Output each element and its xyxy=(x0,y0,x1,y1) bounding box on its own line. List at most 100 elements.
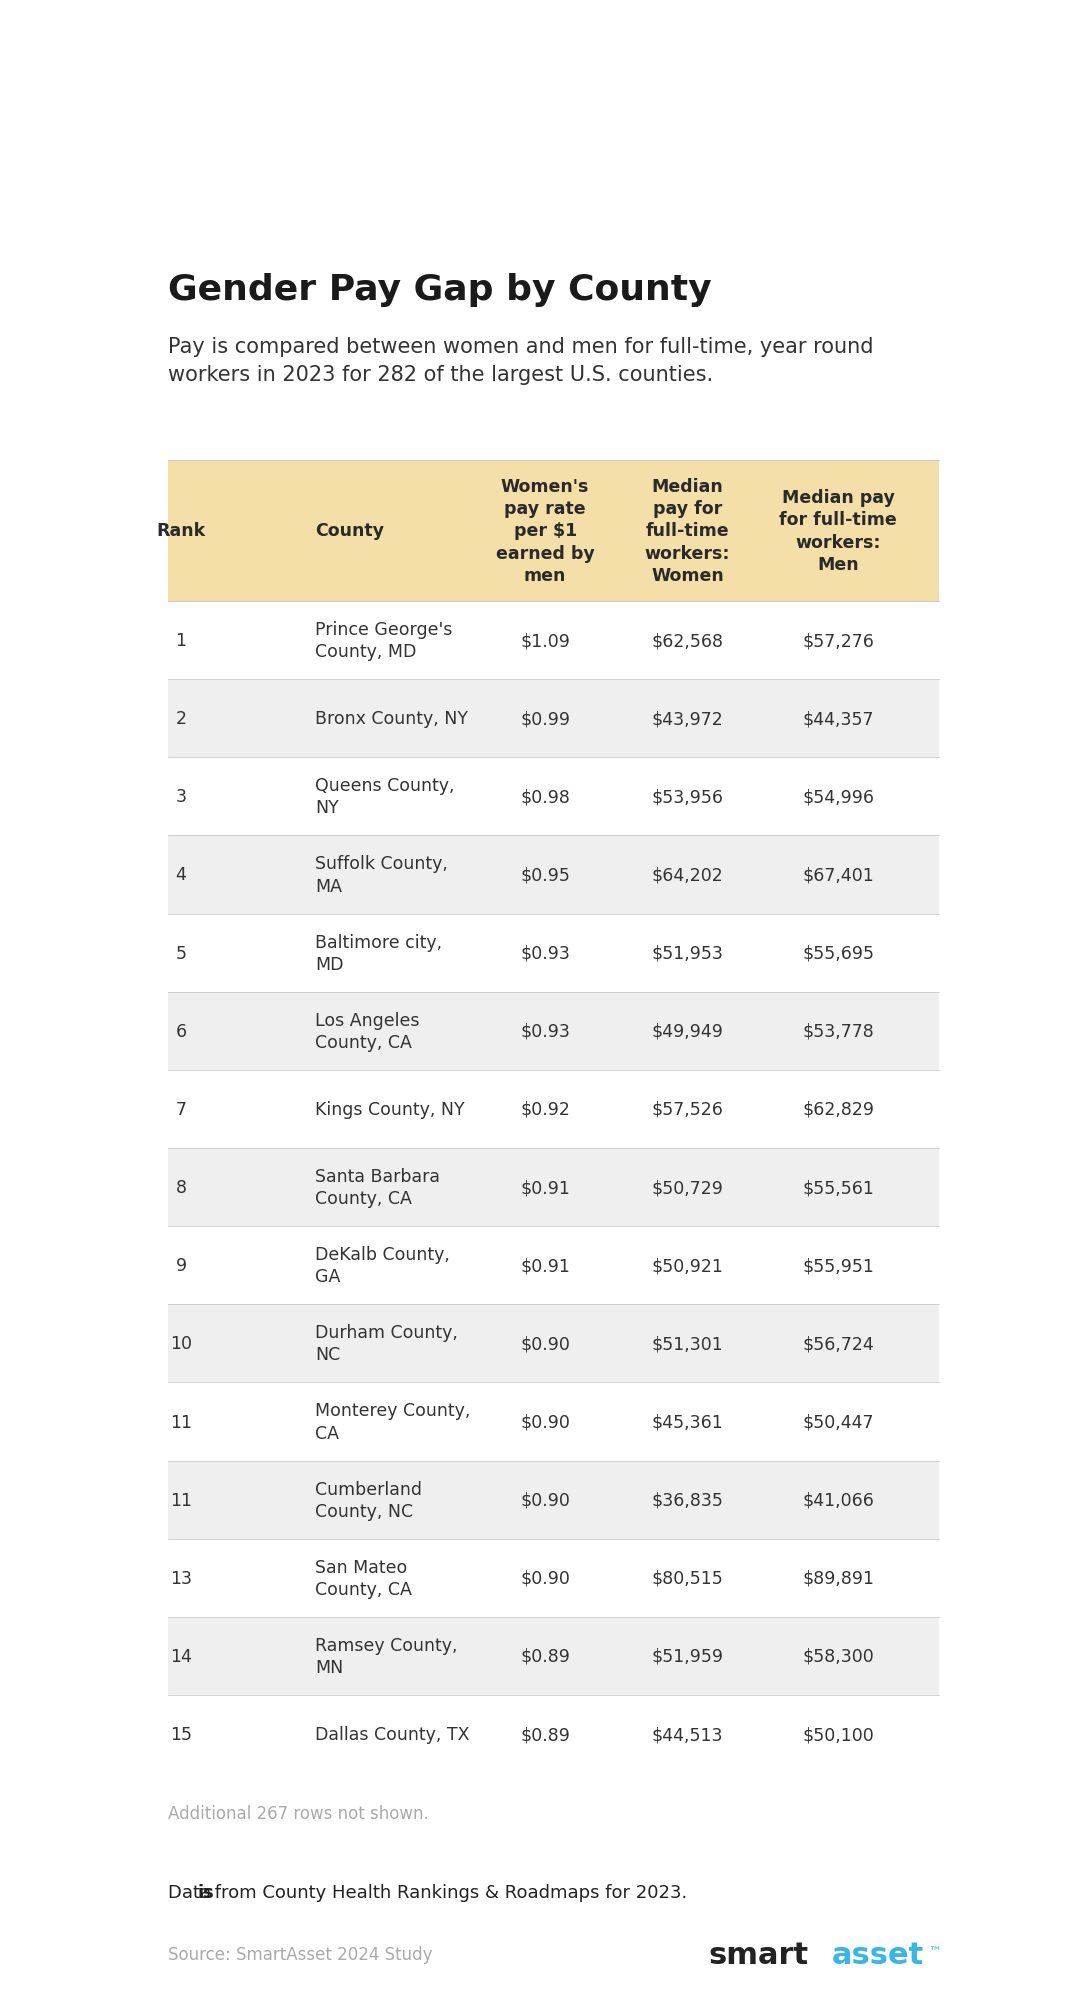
Text: $53,956: $53,956 xyxy=(651,788,724,806)
Text: $49,949: $49,949 xyxy=(651,1022,724,1040)
FancyBboxPatch shape xyxy=(168,1070,939,1148)
Text: $50,447: $50,447 xyxy=(802,1412,874,1430)
Text: Kings County, NY: Kings County, NY xyxy=(315,1100,464,1118)
Text: $41,066: $41,066 xyxy=(802,1492,874,1510)
Text: $53,778: $53,778 xyxy=(802,1022,874,1040)
Text: Median pay
for full-time
workers:
Men: Median pay for full-time workers: Men xyxy=(779,489,897,573)
Text: Durham County,
NC: Durham County, NC xyxy=(315,1323,458,1364)
Text: Santa Barbara
County, CA: Santa Barbara County, CA xyxy=(315,1168,440,1207)
Text: $64,202: $64,202 xyxy=(651,865,724,883)
Text: Ramsey County,
MN: Ramsey County, MN xyxy=(315,1637,458,1677)
FancyBboxPatch shape xyxy=(168,680,939,758)
Text: 11: 11 xyxy=(170,1412,192,1430)
Text: $50,100: $50,100 xyxy=(802,1724,874,1742)
Text: 3: 3 xyxy=(176,788,187,806)
Text: $0.91: $0.91 xyxy=(521,1257,570,1275)
Text: $0.89: $0.89 xyxy=(521,1647,570,1665)
FancyBboxPatch shape xyxy=(168,1305,939,1382)
Text: $0.91: $0.91 xyxy=(521,1177,570,1197)
Text: 2: 2 xyxy=(176,710,187,728)
Text: 8: 8 xyxy=(176,1177,187,1197)
Text: $51,953: $51,953 xyxy=(651,945,724,963)
Text: 15: 15 xyxy=(170,1724,192,1742)
Text: $62,568: $62,568 xyxy=(651,633,724,650)
Text: $0.93: $0.93 xyxy=(521,1022,570,1040)
Text: Pay is compared between women and men for full-time, year round
workers in 2023 : Pay is compared between women and men fo… xyxy=(168,336,874,384)
FancyBboxPatch shape xyxy=(168,993,939,1070)
Text: $51,959: $51,959 xyxy=(651,1647,724,1665)
Text: 7: 7 xyxy=(176,1100,187,1118)
Text: 4: 4 xyxy=(176,865,187,883)
Text: 10: 10 xyxy=(170,1335,192,1353)
Text: $67,401: $67,401 xyxy=(802,865,874,883)
Text: $50,729: $50,729 xyxy=(651,1177,724,1197)
Text: Additional 267 rows not shown.: Additional 267 rows not shown. xyxy=(168,1804,429,1822)
Text: County: County xyxy=(315,523,384,541)
Text: $43,972: $43,972 xyxy=(651,710,724,728)
Text: Dallas County, TX: Dallas County, TX xyxy=(315,1724,470,1742)
Text: $0.90: $0.90 xyxy=(521,1569,570,1587)
Text: $0.93: $0.93 xyxy=(521,945,570,963)
Text: smart: smart xyxy=(708,1939,809,1969)
Text: $80,515: $80,515 xyxy=(651,1569,724,1587)
Text: $55,951: $55,951 xyxy=(802,1257,874,1275)
Text: $89,891: $89,891 xyxy=(802,1569,874,1587)
Text: $44,357: $44,357 xyxy=(802,710,874,728)
Text: Suffolk County,
MA: Suffolk County, MA xyxy=(315,855,448,895)
Text: ™: ™ xyxy=(929,1945,941,1957)
Text: 13: 13 xyxy=(170,1569,192,1587)
Text: $57,526: $57,526 xyxy=(651,1100,724,1118)
Text: Baltimore city,
MD: Baltimore city, MD xyxy=(315,933,442,973)
FancyBboxPatch shape xyxy=(168,1148,939,1227)
Text: Data: Data xyxy=(168,1884,217,1901)
FancyBboxPatch shape xyxy=(168,1695,939,1774)
Text: DeKalb County,
GA: DeKalb County, GA xyxy=(315,1245,450,1285)
Text: Rank: Rank xyxy=(157,523,205,541)
Text: 1: 1 xyxy=(176,633,187,650)
Text: $51,301: $51,301 xyxy=(651,1335,724,1353)
Text: 14: 14 xyxy=(170,1647,192,1665)
Text: 11: 11 xyxy=(170,1492,192,1510)
Text: $0.99: $0.99 xyxy=(521,710,570,728)
Text: $50,921: $50,921 xyxy=(651,1257,724,1275)
FancyBboxPatch shape xyxy=(168,1539,939,1617)
Text: $62,829: $62,829 xyxy=(802,1100,874,1118)
Text: $0.90: $0.90 xyxy=(521,1492,570,1510)
FancyBboxPatch shape xyxy=(168,1382,939,1460)
Text: 5: 5 xyxy=(176,945,187,963)
FancyBboxPatch shape xyxy=(168,601,939,680)
Text: $0.89: $0.89 xyxy=(521,1724,570,1742)
FancyBboxPatch shape xyxy=(168,915,939,993)
Text: 6: 6 xyxy=(175,1022,187,1040)
Text: $44,513: $44,513 xyxy=(651,1724,724,1742)
Text: $58,300: $58,300 xyxy=(802,1647,874,1665)
Text: $0.90: $0.90 xyxy=(521,1412,570,1430)
Text: Queens County,
NY: Queens County, NY xyxy=(315,778,455,817)
Text: $1.09: $1.09 xyxy=(521,633,570,650)
Text: $54,996: $54,996 xyxy=(802,788,874,806)
Text: 9: 9 xyxy=(175,1257,187,1275)
FancyBboxPatch shape xyxy=(168,1617,939,1695)
FancyBboxPatch shape xyxy=(168,1227,939,1305)
Text: $56,724: $56,724 xyxy=(802,1335,874,1353)
Text: $55,695: $55,695 xyxy=(802,945,874,963)
Text: Los Angeles
County, CA: Los Angeles County, CA xyxy=(315,1010,419,1052)
Text: $0.92: $0.92 xyxy=(521,1100,570,1118)
Text: San Mateo
County, CA: San Mateo County, CA xyxy=(315,1557,411,1597)
Text: $55,561: $55,561 xyxy=(802,1177,874,1197)
Text: from County Health Rankings & Roadmaps for 2023.: from County Health Rankings & Roadmaps f… xyxy=(210,1884,687,1901)
Text: Prince George's
County, MD: Prince George's County, MD xyxy=(315,621,453,660)
Text: Source: SmartAsset 2024 Study: Source: SmartAsset 2024 Study xyxy=(168,1945,433,1963)
Text: Women's
pay rate
per $1
earned by
men: Women's pay rate per $1 earned by men xyxy=(496,477,594,585)
Text: Cumberland
County, NC: Cumberland County, NC xyxy=(315,1480,422,1520)
Text: $0.95: $0.95 xyxy=(521,865,570,883)
FancyBboxPatch shape xyxy=(168,461,939,601)
FancyBboxPatch shape xyxy=(168,758,939,835)
Text: Median
pay for
full-time
workers:
Women: Median pay for full-time workers: Women xyxy=(645,477,730,585)
Text: $57,276: $57,276 xyxy=(802,633,874,650)
Text: $45,361: $45,361 xyxy=(651,1412,724,1430)
Text: $0.90: $0.90 xyxy=(521,1335,570,1353)
Text: Gender Pay Gap by County: Gender Pay Gap by County xyxy=(168,272,712,306)
Text: $0.98: $0.98 xyxy=(521,788,570,806)
Text: Bronx County, NY: Bronx County, NY xyxy=(315,710,468,728)
